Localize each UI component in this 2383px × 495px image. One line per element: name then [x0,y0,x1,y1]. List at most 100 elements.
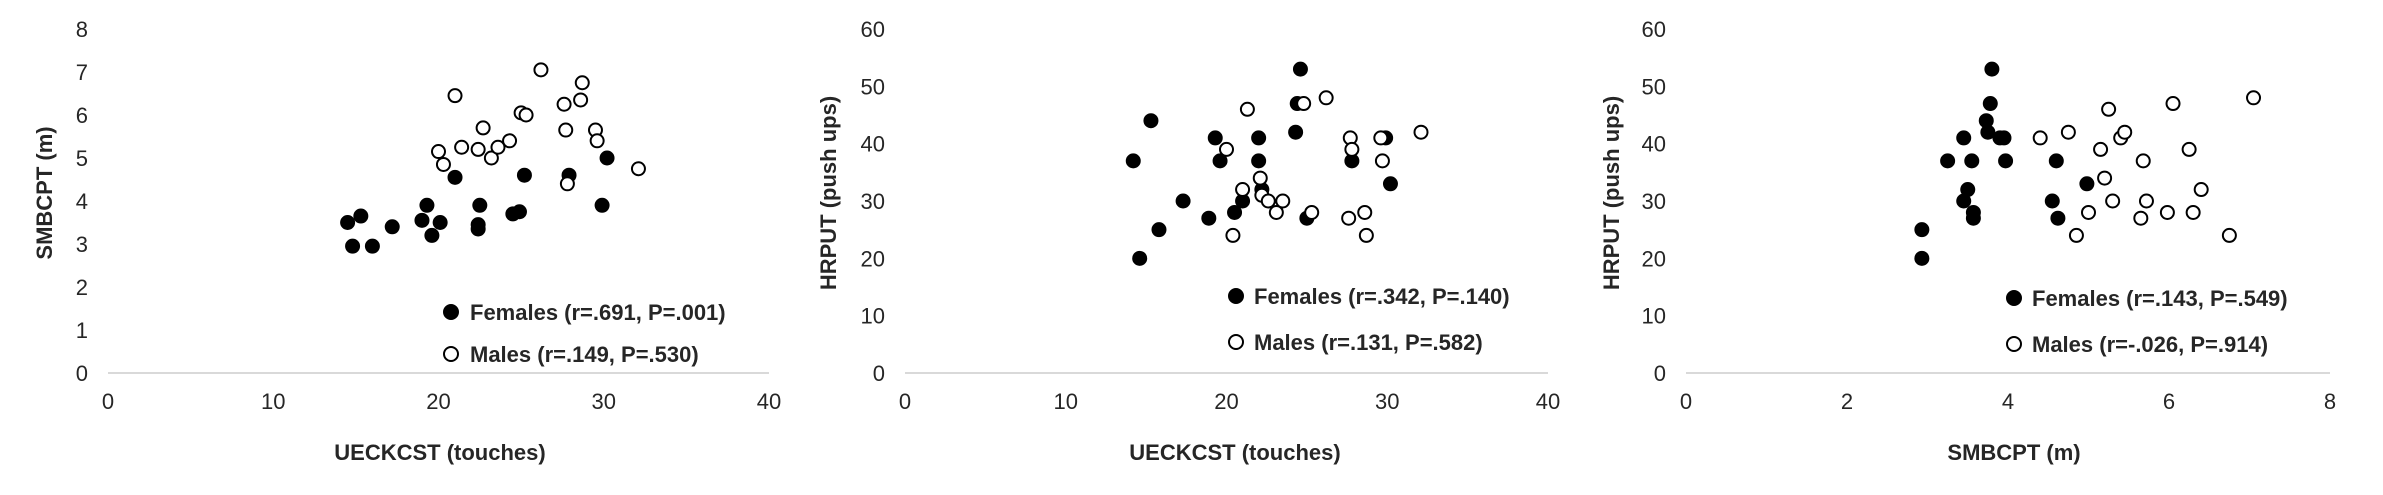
data-point-male [2165,96,2181,112]
data-point-male [559,176,575,192]
y-tick-label: 3 [76,232,88,257]
data-point-male [2246,90,2262,106]
x-tick-label: 8 [2324,389,2336,414]
data-point-male [1225,227,1241,243]
data-point-female [1292,61,1308,77]
legend-marker-females [1228,288,1244,304]
legend-label-females: Females (r=.342, P=.140) [1254,284,1510,309]
data-point-male [470,141,486,157]
x-tick-label: 0 [899,389,911,414]
data-point-male [2159,204,2175,220]
data-point-female [419,197,435,213]
data-point-female [364,238,380,254]
data-point-male [1235,182,1251,198]
legend-label-males: Males (r=.149, P=.530) [470,342,699,367]
legend-label-males: Males (r=.131, P=.582) [1254,330,1483,355]
data-point-female [2050,210,2066,226]
data-point-male [1252,170,1268,186]
data-point-female [1940,153,1956,169]
y-tick-label: 50 [861,74,885,99]
data-point-female [2079,176,2095,192]
data-point-male [2193,182,2209,198]
y-tick-label: 0 [873,361,885,386]
x-tick-label: 2 [1841,389,1853,414]
data-point-male [1373,130,1389,146]
data-point-male [1304,204,1320,220]
data-point-female [1964,153,1980,169]
data-point-male [1318,90,1334,106]
data-point-male [431,144,446,160]
data-point-female [472,197,488,213]
data-point-female [1980,124,1996,140]
y-tick-label: 10 [861,304,885,329]
y-tick-label: 40 [1642,132,1666,157]
x-tick-label: 40 [1536,389,1560,414]
y-tick-label: 7 [76,60,88,85]
chart-panel-smbcpt-vs-ueckcst: UECKCST (touches) SMBCPT (m) 0 10 20 30 40 0 1… [32,17,781,465]
data-point-female [1288,124,1304,140]
data-point-female [1960,182,1976,198]
data-point-male [1357,204,1373,220]
y-tick-label: 30 [861,189,885,214]
data-point-male [2138,193,2154,209]
x-tick-label: 4 [2002,389,2014,414]
data-point-male [573,92,589,108]
data-point-male [1374,153,1390,169]
data-point-female [424,227,440,243]
y-tick-label: 40 [861,132,885,157]
data-point-female [1914,250,1930,266]
data-point-male [589,133,605,149]
data-point-male [454,139,470,155]
y-tick-label: 0 [76,361,88,386]
data-point-female [447,169,463,185]
data-point-male [2093,141,2109,157]
y-tick-label: 60 [1642,17,1666,42]
y-tick-label: 20 [861,246,885,271]
data-point-female [2044,193,2060,209]
legend: Females (r=.691, P=.001) Males (r=.149, … [443,300,726,367]
data-point-female [1998,153,2014,169]
legend-marker-males [443,346,459,362]
y-tick-label: 2 [76,275,88,300]
chart-panel-hrput-vs-ueckcst: UECKCST (touches) HRPUT (push ups) 0 10 20… [816,17,1560,465]
x-tick-label: 20 [1214,389,1238,414]
data-point-female [1251,130,1267,146]
data-point-female [594,197,610,213]
data-point-male [2105,193,2121,209]
data-point-female [1914,222,1930,238]
data-point-male [447,88,463,104]
data-point-female [353,208,369,224]
data-point-female [1251,153,1267,169]
y-axis-title: HRPUT (push ups) [1599,96,1624,290]
x-tick-label: 40 [757,389,781,414]
legend-marker-males [1228,334,1244,350]
data-point-male [475,120,491,136]
x-tick-label: 0 [102,389,114,414]
x-axis-title: SMBCPT (m) [1947,440,2080,465]
data-point-male [1296,96,1312,112]
data-point-female [340,215,356,230]
y-tick-label: 20 [1642,246,1666,271]
plot-area: 0 2 4 6 8 0 10 20 30 40 50 60 [1642,17,2337,414]
data-point-female [1227,204,1243,220]
y-tick-label: 1 [76,318,88,343]
y-tick-label: 60 [861,17,885,42]
data-point-male [1260,193,1276,209]
data-point-female [384,219,400,235]
data-point-male [2221,227,2237,243]
data-point-female [1201,210,1217,226]
data-point-male [533,62,549,78]
x-tick-label: 0 [1680,389,1692,414]
data-point-male [2097,170,2113,186]
legend-marker-females [443,304,459,320]
data-point-female [1143,113,1159,129]
data-point-male [518,107,534,123]
legend-label-females: Females (r=.143, P=.549) [2032,286,2288,311]
x-tick-label: 10 [1054,389,1078,414]
data-point-female [1207,130,1223,146]
data-point-female [1984,61,2000,77]
data-point-male [574,75,590,91]
data-point-female [1175,193,1191,209]
data-point-female [345,238,361,254]
